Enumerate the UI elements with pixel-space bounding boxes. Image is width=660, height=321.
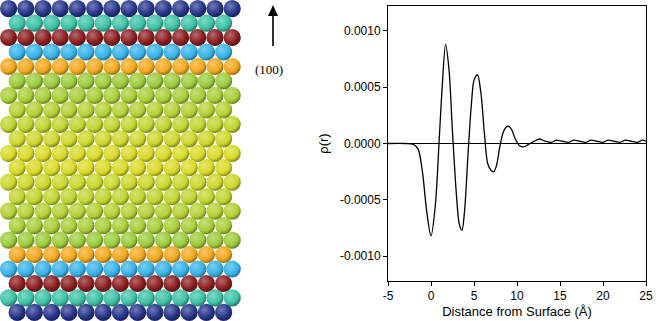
svg-text:0.0010: 0.0010 xyxy=(344,24,381,38)
svg-text:15: 15 xyxy=(553,289,567,303)
svg-text:25: 25 xyxy=(639,289,653,303)
svg-text:10: 10 xyxy=(510,289,524,303)
svg-text:Distance from Surface (Å): Distance from Surface (Å) xyxy=(442,304,592,319)
svg-text:ρ(r): ρ(r) xyxy=(316,133,331,153)
svg-text:20: 20 xyxy=(596,289,610,303)
svg-text:0.0000: 0.0000 xyxy=(344,137,381,151)
svg-text:-0.0010: -0.0010 xyxy=(340,249,381,263)
svg-text:0.0005: 0.0005 xyxy=(344,80,381,94)
svg-text:0: 0 xyxy=(428,289,435,303)
svg-text:-5: -5 xyxy=(383,289,394,303)
svg-text:(100): (100) xyxy=(255,62,283,77)
svg-text:5: 5 xyxy=(471,289,478,303)
svg-text:-0.0005: -0.0005 xyxy=(340,193,381,207)
